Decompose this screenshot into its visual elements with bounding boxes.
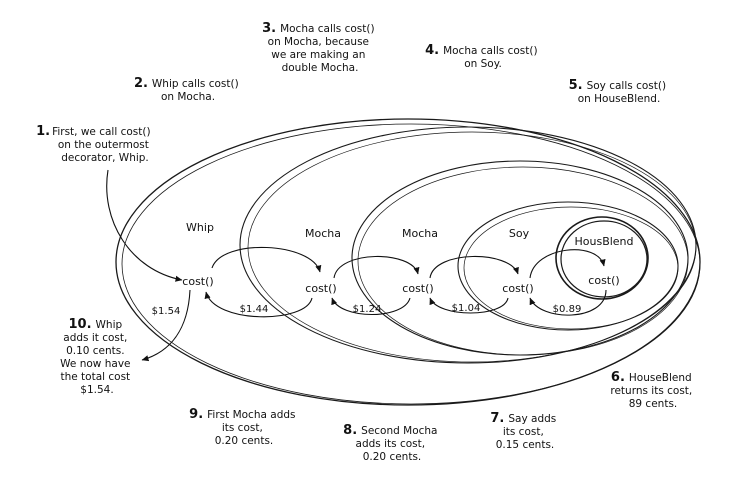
step-note-9: 9. First Mocha adds its cost, 0.20 cents. [189, 407, 299, 447]
step-note-8-line-3: 0.20 cents. [363, 451, 422, 463]
step-note-8-line-1: Second Mocha [361, 425, 437, 437]
ellipse-houseblend-sketch [560, 220, 648, 298]
cost-method-mocha-2: cost() [402, 282, 433, 295]
step-note-7-line-2: its cost, [503, 426, 544, 438]
step-note-10-line-1: Whip [96, 319, 123, 331]
step-number-9: 9. [189, 407, 203, 422]
step-note-3-line-1: Mocha calls cost() [280, 23, 375, 35]
return-amount-whip: $1.54 [152, 306, 181, 317]
step-note-7-line-3: 0.15 cents. [496, 439, 555, 451]
return-amounts: $1.54 $1.44 $1.24 $1.04 $0.89 [152, 303, 582, 317]
step-note-4-line-1: Mocha calls cost() [443, 45, 538, 57]
call-arrow-soy-to-houseblend [529, 249, 606, 279]
step-number-10: 10. [69, 317, 92, 332]
note-10-pointer-arrow [141, 289, 191, 362]
layer-label-mocha-2: Mocha [402, 227, 438, 240]
step-note-1: 1. First, we call cost() on the outermost… [36, 124, 154, 164]
step-note-4-line-2: on Soy. [464, 58, 502, 70]
step-number-1: 1. [36, 124, 50, 139]
cost-method-soy: cost() [502, 282, 533, 295]
step-note-5-line-2: on HouseBlend. [578, 93, 661, 105]
return-arrow-mocha-to-whip [204, 291, 313, 318]
step-note-7: 7. Say adds its cost, 0.15 cents. [490, 411, 559, 451]
ellipse-whip-sketch [121, 123, 701, 405]
step-note-3-line-3: we are making an [271, 49, 365, 61]
step-note-6: 6. HouseBlend returns its cost, 89 cents. [610, 370, 695, 410]
step-note-8-line-2: adds its cost, [356, 438, 426, 450]
step-note-10: 10. Whip adds it cost, 0.10 cents. We now… [60, 317, 134, 396]
layer-labels: Whip Mocha Mocha Soy HousBlend [186, 221, 633, 248]
return-amount-soy: $1.04 [452, 303, 481, 314]
ellipse-mocha-inner [351, 160, 689, 356]
step-note-1-line-1: First, we call cost() [52, 126, 151, 138]
call-arrow-mocha-to-soy [429, 255, 519, 279]
cost-methods: cost() cost() cost() cost() cost() [182, 274, 619, 295]
ellipse-soy-sketch [463, 206, 679, 330]
step-note-2: 2. Whip calls cost() on Mocha. [134, 76, 242, 103]
step-note-6-line-3: 89 cents. [629, 398, 678, 410]
ellipse-whip [115, 118, 701, 406]
step-note-1-line-3: decorator, Whip. [61, 152, 149, 164]
layer-label-houseblend: HousBlend [574, 235, 633, 248]
step-note-2-line-1: Whip calls cost() [152, 78, 239, 90]
return-arrow-mocha-to-mocha [331, 297, 411, 315]
step-note-3: 3. Mocha calls cost() on Mocha, because w… [262, 21, 378, 74]
decorator-ellipses [115, 118, 701, 406]
call-arrow-mocha-to-mocha [333, 255, 420, 279]
return-amount-mocha-1: $1.44 [240, 304, 269, 315]
step-note-1-line-2: on the outermost [58, 139, 149, 151]
return-arrow-houseblend-to-soy [529, 289, 607, 316]
step-note-7-line-1: Say adds [508, 413, 556, 425]
note-1-pointer-arrow [106, 169, 183, 282]
step-number-8: 8. [343, 423, 357, 438]
return-amount-mocha-2: $1.24 [353, 304, 382, 315]
step-note-6-line-2: returns its cost, [610, 385, 692, 397]
ellipse-houseblend [555, 216, 649, 300]
return-amount-houseblend: $0.89 [553, 304, 582, 315]
step-note-5-line-1: Soy calls cost() [587, 80, 666, 92]
step-note-10-line-2: adds it cost, [63, 332, 127, 344]
step-note-10-line-6: $1.54. [80, 384, 113, 396]
layer-label-mocha-1: Mocha [305, 227, 341, 240]
layer-label-soy: Soy [509, 227, 530, 240]
call-arrows [211, 246, 606, 279]
ellipse-mocha-outer-sketch [247, 131, 697, 363]
ellipse-mocha-inner-sketch [357, 166, 689, 356]
step-number-6: 6. [611, 370, 625, 385]
step-note-3-line-4: double Mocha. [282, 62, 359, 74]
step-number-2: 2. [134, 76, 148, 91]
layer-label-whip: Whip [186, 221, 214, 234]
call-arrow-whip-to-mocha [211, 246, 322, 273]
step-note-9-line-1: First Mocha adds [207, 409, 295, 421]
step-note-8: 8. Second Mocha adds its cost, 0.20 cents… [343, 423, 441, 463]
cost-method-mocha-1: cost() [305, 282, 336, 295]
step-number-4: 4. [425, 43, 439, 58]
cost-method-houseblend: cost() [588, 274, 619, 287]
step-note-10-line-5: the total cost [60, 371, 130, 383]
step-note-3-line-2: on Mocha, because [268, 36, 369, 48]
cost-method-whip: cost() [182, 275, 213, 288]
step-note-2-line-2: on Mocha. [161, 91, 215, 103]
step-notes: 1. First, we call cost() on the outermost… [36, 21, 695, 463]
return-arrows [204, 289, 607, 318]
step-note-10-line-4: We now have [60, 358, 130, 370]
step-note-6-line-1: HouseBlend [629, 372, 692, 384]
step-number-5: 5. [569, 78, 583, 93]
step-note-10-line-3: 0.10 cents. [66, 345, 125, 357]
step-note-9-line-2: its cost, [222, 422, 263, 434]
step-number-3: 3. [262, 21, 276, 36]
return-arrow-soy-to-mocha [429, 297, 509, 314]
step-number-7: 7. [490, 411, 504, 426]
step-note-5: 5. Soy calls cost() on HouseBlend. [569, 78, 670, 105]
step-note-4: 4. Mocha calls cost() on Soy. [425, 43, 541, 70]
step-note-9-line-3: 0.20 cents. [215, 435, 274, 447]
